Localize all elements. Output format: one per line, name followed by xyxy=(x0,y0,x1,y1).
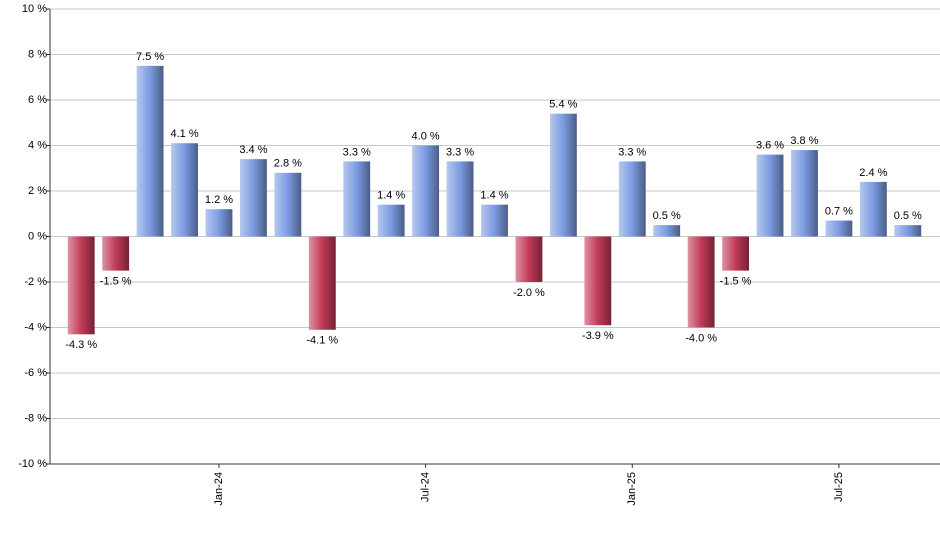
bar xyxy=(894,225,922,237)
value-label: 7.5 % xyxy=(136,51,164,63)
bar xyxy=(343,161,371,237)
value-label: 3.4 % xyxy=(239,144,267,156)
bar xyxy=(653,225,681,237)
value-label: -1.5 % xyxy=(720,276,752,288)
x-tick-label: Jul-25 xyxy=(833,472,845,502)
value-label: -4.3 % xyxy=(65,339,97,351)
bar xyxy=(549,113,577,237)
value-label: 3.3 % xyxy=(446,146,474,158)
value-label: 1.4 % xyxy=(377,190,405,202)
bar xyxy=(377,204,405,237)
value-label: -4.1 % xyxy=(306,335,338,347)
bar xyxy=(791,150,818,237)
value-label: 1.2 % xyxy=(205,194,233,206)
value-label: 3.8 % xyxy=(790,135,818,147)
value-label: 3.6 % xyxy=(756,140,784,152)
bar xyxy=(515,236,543,282)
value-label: 3.3 % xyxy=(618,146,646,158)
value-label: -1.5 % xyxy=(100,276,132,288)
bar xyxy=(412,145,440,237)
bar xyxy=(756,154,784,237)
y-tick-label: 10 % xyxy=(22,3,47,15)
value-label: 0.5 % xyxy=(653,210,681,222)
value-label: 2.4 % xyxy=(859,167,887,179)
value-label: 0.5 % xyxy=(894,210,922,222)
bar xyxy=(687,236,715,328)
bar xyxy=(618,161,646,237)
y-tick-label: -8 % xyxy=(24,412,47,424)
bar xyxy=(481,204,508,237)
y-tick-label: -2 % xyxy=(24,276,47,288)
value-label: 4.1 % xyxy=(170,128,198,140)
y-tick-label: 2 % xyxy=(28,185,47,197)
bar xyxy=(584,236,612,326)
bar xyxy=(446,161,474,237)
bar xyxy=(136,65,164,237)
y-tick-label: 4 % xyxy=(28,139,47,151)
y-tick-label: -10 % xyxy=(18,458,47,470)
bar xyxy=(239,159,267,237)
value-label: 5.4 % xyxy=(549,99,577,111)
value-label: -4.0 % xyxy=(685,332,717,344)
x-tick-label: Jul-24 xyxy=(420,472,432,502)
y-tick-label: -4 % xyxy=(24,321,47,333)
bar xyxy=(859,181,887,237)
bar xyxy=(722,236,750,271)
bar xyxy=(308,236,336,330)
bar xyxy=(274,172,302,237)
value-label: -2.0 % xyxy=(513,287,545,299)
value-label: 4.0 % xyxy=(412,130,440,142)
y-tick-label: 8 % xyxy=(28,48,47,60)
x-tick-label: Jan-24 xyxy=(213,472,225,506)
y-tick-label: 6 % xyxy=(28,94,47,106)
bar xyxy=(825,220,853,237)
y-tick-label: -6 % xyxy=(24,367,47,379)
value-label: 3.3 % xyxy=(343,146,371,158)
bar xyxy=(67,236,95,335)
value-label: 2.8 % xyxy=(274,158,302,170)
bar xyxy=(205,209,233,237)
value-label: -3.9 % xyxy=(582,330,614,342)
bar xyxy=(171,143,198,237)
y-tick-label: 0 % xyxy=(28,230,47,242)
value-label: 0.7 % xyxy=(825,205,853,217)
x-tick-label: Jan-25 xyxy=(626,472,638,506)
value-label: 1.4 % xyxy=(480,190,508,202)
bar xyxy=(102,236,130,271)
